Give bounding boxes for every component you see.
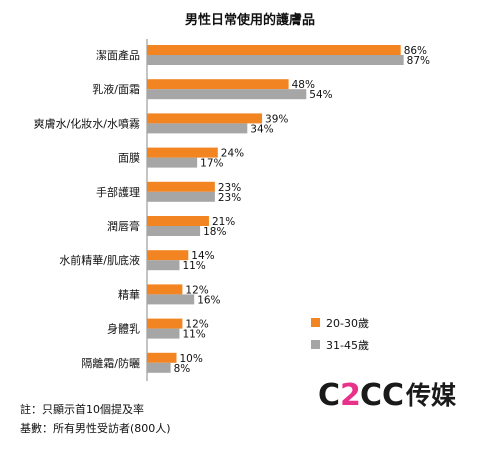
data-label: 21%	[212, 216, 235, 228]
legend-swatch-31-45	[311, 340, 320, 349]
data-label: 23%	[218, 182, 241, 194]
category-label: 手部護理	[96, 185, 140, 199]
bar-31-45	[147, 123, 248, 134]
category-label: 水前精華/肌底液	[59, 253, 140, 267]
bar-31-45	[147, 191, 215, 202]
legend-label: 20-30歲	[326, 316, 369, 330]
logo-letter-2: 2	[340, 378, 361, 413]
bar-20-30	[147, 113, 263, 124]
bar-31-45	[147, 260, 180, 271]
bar-31-45	[147, 89, 307, 100]
bar-20-30	[147, 318, 183, 329]
data-label: 12%	[185, 319, 208, 331]
footnotes: 註：只顯示首10個提及率 基數：所有男性受訪者(800人)	[20, 402, 171, 435]
data-label: 39%	[265, 113, 288, 125]
footnote-top-mentions: 註：只顯示首10個提及率	[20, 402, 144, 416]
bars	[147, 45, 404, 373]
data-label: 12%	[185, 284, 208, 296]
category-label: 隔離霜/防曬	[81, 356, 140, 370]
category-label: 身體乳	[107, 322, 140, 336]
legend-swatch-20-30	[311, 318, 320, 327]
bar-20-30	[147, 250, 189, 261]
data-label: 14%	[191, 250, 214, 262]
data-label: 16%	[197, 294, 220, 306]
bar-20-30	[147, 352, 177, 363]
category-label: 潔面產品	[96, 48, 140, 62]
category-label: 乳液/面霜	[92, 82, 140, 96]
category-label: 爽膚水/化妝水/水噴霧	[34, 116, 140, 130]
category-label: 潤唇膏	[107, 219, 140, 233]
bar-20-30	[147, 216, 209, 226]
logo-letter-c: C	[382, 378, 404, 413]
bar-31-45	[147, 362, 171, 373]
bar-20-30	[147, 147, 218, 158]
category-label: 精華	[118, 288, 140, 301]
chart-title: 男性日常使用的護膚品	[185, 12, 315, 28]
data-label: 23%	[218, 192, 241, 204]
logo-letter-c: C	[318, 378, 340, 413]
data-label: 24%	[221, 148, 244, 160]
bar-31-45	[147, 328, 180, 339]
bar-31-45	[147, 55, 404, 65]
bar-20-30	[147, 284, 183, 295]
logo-letter-c: C	[360, 378, 382, 413]
category-labels: 潔面產品乳液/面霜爽膚水/化妝水/水噴霧面膜手部護理潤唇膏水前精華/肌底液精華身…	[34, 48, 140, 370]
data-label: 48%	[292, 79, 315, 91]
value-labels: 86%87%48%54%39%34%24%17%23%23%21%18%14%1…	[174, 45, 430, 375]
data-label: 87%	[407, 55, 430, 67]
data-label: 8%	[174, 363, 191, 375]
bar-31-45	[147, 294, 195, 305]
bar-31-45	[147, 157, 198, 168]
data-label: 10%	[180, 353, 203, 365]
bar-20-30	[147, 181, 215, 192]
data-label: 11%	[182, 329, 205, 341]
legend: 20-30歲 31-45歲	[311, 316, 369, 352]
data-label: 54%	[309, 89, 332, 101]
bar-31-45	[147, 226, 201, 236]
bar-20-30	[147, 45, 401, 55]
logo-chinese-text: 传媒	[405, 381, 457, 410]
data-label: 86%	[404, 45, 427, 57]
footnote-base: 基數：所有男性受訪者(800人)	[20, 421, 171, 435]
legend-label: 31-45歲	[326, 338, 369, 352]
data-label: 18%	[203, 226, 226, 238]
data-label: 11%	[182, 260, 205, 272]
bar-20-30	[147, 79, 289, 90]
category-label: 面膜	[118, 152, 140, 165]
data-label: 17%	[200, 158, 223, 170]
data-label: 34%	[250, 123, 273, 135]
c2cc-logo: C 2 C C 传媒	[318, 378, 457, 413]
